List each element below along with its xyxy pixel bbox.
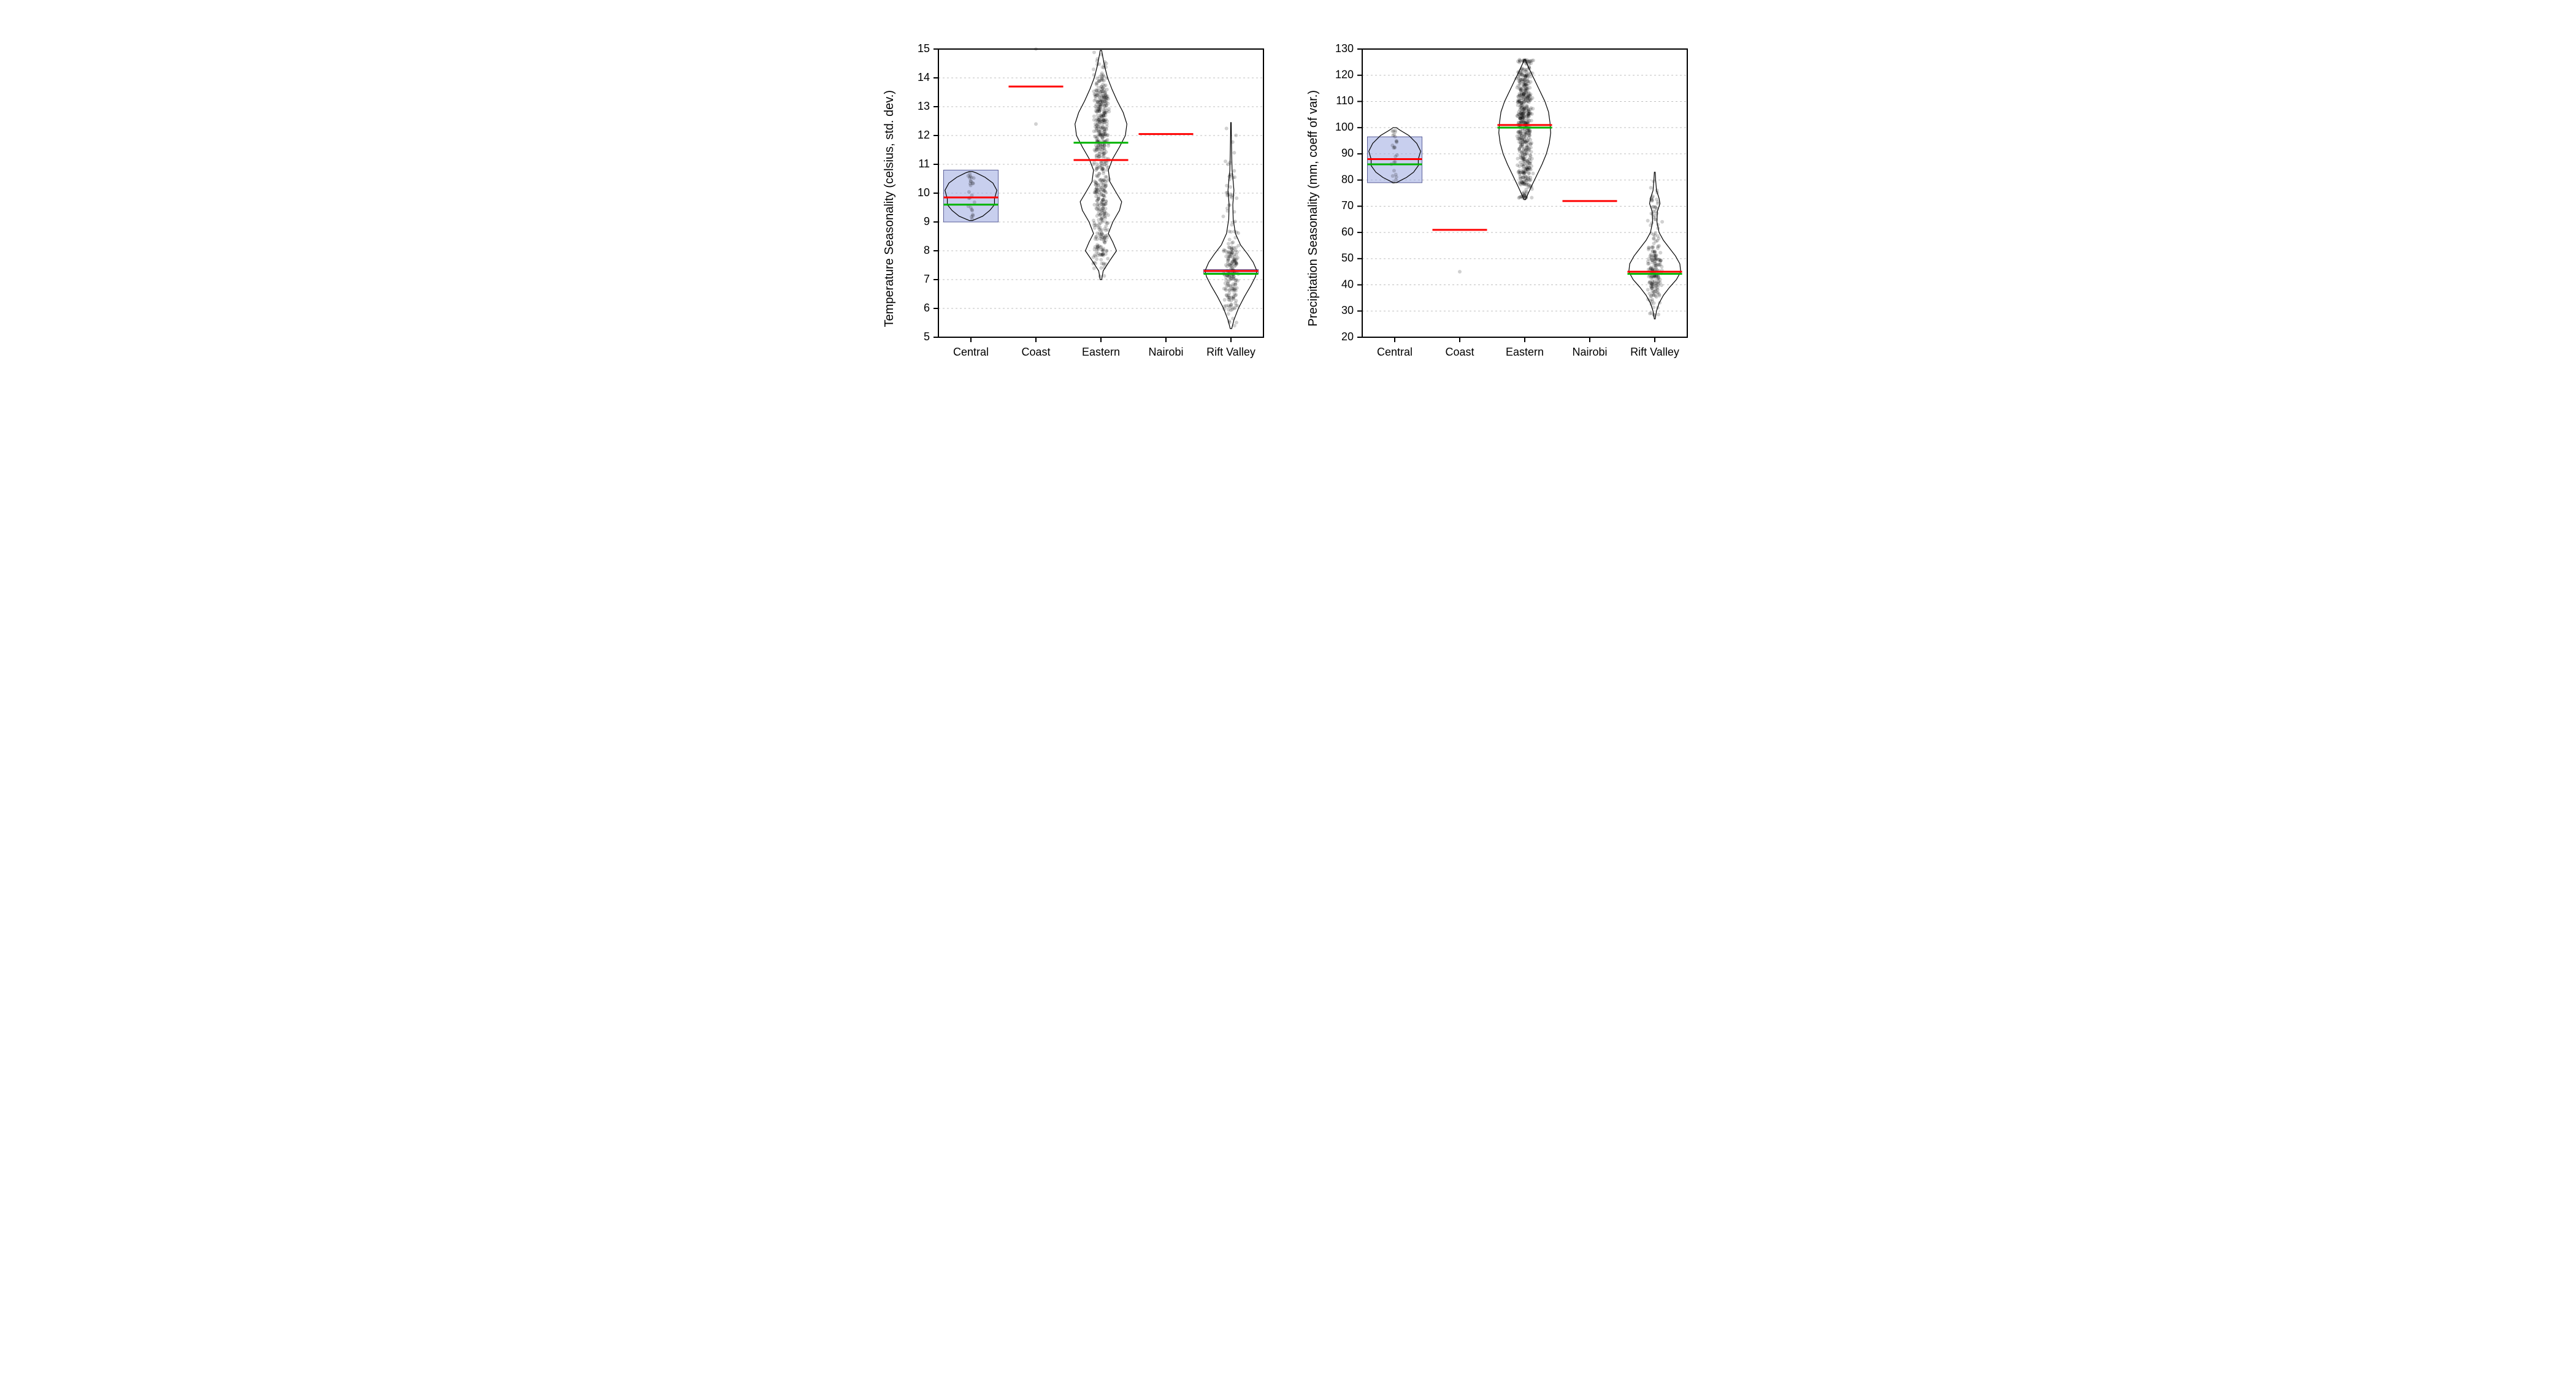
svg-text:30: 30 bbox=[1341, 304, 1354, 316]
svg-text:5: 5 bbox=[924, 330, 930, 343]
svg-text:Rift Valley: Rift Valley bbox=[1206, 346, 1255, 358]
svg-text:12: 12 bbox=[918, 129, 930, 141]
svg-text:Nairobi: Nairobi bbox=[1572, 346, 1607, 358]
svg-text:Central: Central bbox=[1377, 346, 1413, 358]
ylabel-temperature: Temperature Seasonality (celsius, std. d… bbox=[883, 90, 897, 327]
svg-text:130: 130 bbox=[1335, 42, 1354, 55]
svg-text:13: 13 bbox=[918, 100, 930, 112]
svg-text:Nairobi: Nairobi bbox=[1148, 346, 1183, 358]
svg-text:Coast: Coast bbox=[1445, 346, 1474, 358]
panel-temperature: Temperature Seasonality (celsius, std. d… bbox=[883, 37, 1270, 380]
svg-text:Rift Valley: Rift Valley bbox=[1630, 346, 1679, 358]
plot-precipitation: 20 30 40 50 60 70 80 90 100 110 120 130 Central Coast… bbox=[1325, 37, 1693, 380]
svg-text:6: 6 bbox=[924, 302, 930, 314]
svg-text:120: 120 bbox=[1335, 68, 1354, 80]
svg-text:20: 20 bbox=[1341, 330, 1354, 343]
plot-temperature: 5 6 7 8 9 10 11 12 13 14 15 Central Coast Eastern Nair… bbox=[902, 37, 1270, 380]
svg-text:40: 40 bbox=[1341, 278, 1354, 290]
svg-text:Central: Central bbox=[953, 346, 989, 358]
svg-text:Eastern: Eastern bbox=[1506, 346, 1544, 358]
svg-text:7: 7 bbox=[924, 273, 930, 285]
svg-text:9: 9 bbox=[924, 215, 930, 227]
panel-precipitation: Precipitation Seasonality (mm, coeff of … bbox=[1306, 37, 1693, 380]
svg-text:60: 60 bbox=[1341, 226, 1354, 238]
svg-text:50: 50 bbox=[1341, 252, 1354, 264]
svg-text:8: 8 bbox=[924, 244, 930, 256]
chart-container: Temperature Seasonality (celsius, std. d… bbox=[803, 0, 1773, 417]
ylabel-precipitation: Precipitation Seasonality (mm, coeff of … bbox=[1306, 90, 1321, 326]
svg-text:90: 90 bbox=[1341, 147, 1354, 159]
svg-text:11: 11 bbox=[918, 158, 930, 170]
svg-text:100: 100 bbox=[1335, 121, 1354, 133]
svg-text:15: 15 bbox=[918, 42, 930, 55]
svg-text:10: 10 bbox=[918, 186, 930, 199]
svg-text:70: 70 bbox=[1341, 199, 1354, 212]
svg-text:110: 110 bbox=[1336, 94, 1354, 107]
svg-text:80: 80 bbox=[1341, 173, 1354, 185]
svg-text:Coast: Coast bbox=[1021, 346, 1050, 358]
svg-text:Eastern: Eastern bbox=[1082, 346, 1120, 358]
svg-text:14: 14 bbox=[918, 71, 930, 83]
